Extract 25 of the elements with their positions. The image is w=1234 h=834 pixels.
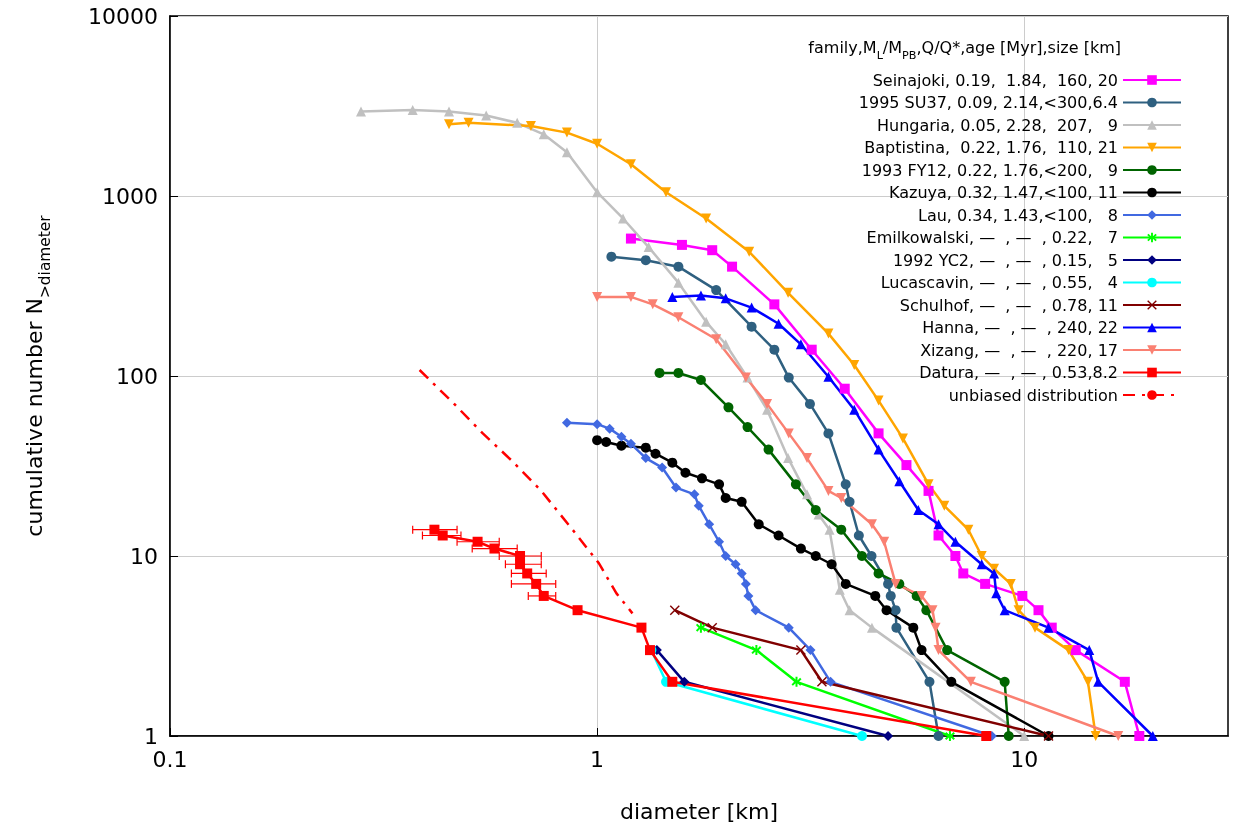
y-tick-label: 10000 [88, 3, 158, 29]
y-tick-label: 1 [144, 723, 158, 749]
legend-label: Datura, — , — , 0.53,8.2 [919, 363, 1118, 382]
legend-label: 1992 YC2, — , — , 0.15, 5 [892, 250, 1118, 270]
legend-label: 1995 SU37, 0.09, 2.14,<300,6.4 [858, 93, 1118, 112]
legend-label: Xizang, — , — , 220, 17 [920, 340, 1118, 360]
legend-label: Lau, 0.34, 1.43,<100, 8 [917, 205, 1118, 225]
x-axis-title: diameter [km] [619, 799, 779, 825]
y-tick-label: 1000 [102, 183, 158, 209]
legend-label: 1993 FY12, 0.22, 1.76,<200, 9 [861, 160, 1118, 180]
legend-label: Emilkowalski, — , — , 0.22, 7 [866, 228, 1118, 247]
legend-label: Baptistina, 0.22, 1.76, 110, 21 [864, 138, 1118, 157]
legend-label: Schulhof, — , — , 0.78, 11 [899, 295, 1118, 315]
y-tick-label: 100 [116, 363, 158, 389]
y-axis-title: cumulative number N>diameter [21, 214, 54, 537]
x-tick-label: 0.1 [152, 746, 188, 772]
x-tick-label: 1 [590, 746, 605, 772]
legend-label: Hungaria, 0.05, 2.28, 207, 9 [876, 115, 1118, 135]
y-tick-label: 10 [130, 543, 158, 569]
legend-label: Seinajoki, 0.19, 1.84, 160, 20 [872, 70, 1118, 90]
legend-label: Hanna, — , — , 240, 22 [922, 318, 1118, 337]
legend-label: Lucascavin, — , — , 0.55, 4 [880, 273, 1118, 292]
x-tick-label: 10 [1010, 746, 1039, 772]
legend-label: Kazuya, 0.32, 1.47,<100, 11 [889, 183, 1118, 202]
legend-label: unbiased distribution [948, 385, 1118, 405]
